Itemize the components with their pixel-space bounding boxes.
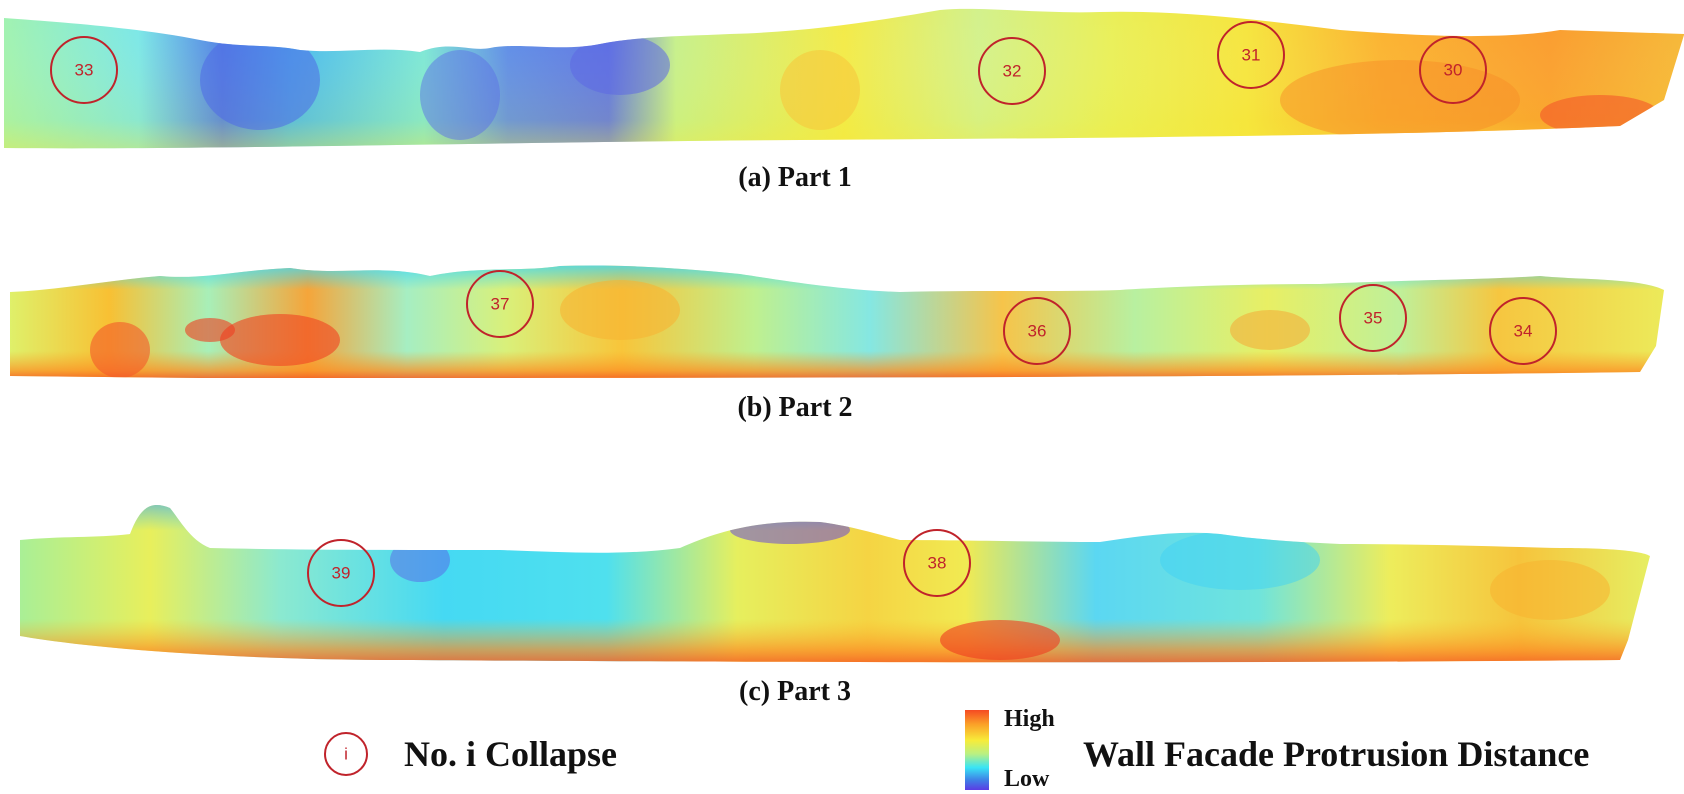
collapse-marker-34: 34 xyxy=(1489,297,1557,365)
collapse-marker-31: 31 xyxy=(1217,21,1285,89)
svg-text:30: 30 xyxy=(1444,61,1463,80)
legend-collapse-label: No. i Collapse xyxy=(404,734,618,774)
svg-text:i: i xyxy=(344,745,348,764)
svg-text:33: 33 xyxy=(75,61,94,80)
color-scale-bar xyxy=(965,710,989,790)
scale-low-label: Low xyxy=(1004,766,1050,792)
svg-text:31: 31 xyxy=(1242,46,1261,65)
svg-text:36: 36 xyxy=(1028,322,1047,341)
svg-text:35: 35 xyxy=(1364,309,1383,328)
collapse-marker-33: 33 xyxy=(50,36,118,104)
legend-marker-symbol: i xyxy=(324,732,368,776)
collapse-marker-37: 37 xyxy=(466,270,534,338)
collapse-marker-36: 36 xyxy=(1003,297,1071,365)
caption-part-2: (b) Part 2 xyxy=(737,392,853,423)
svg-text:39: 39 xyxy=(332,564,351,583)
scale-high-label: High xyxy=(1004,706,1055,732)
svg-text:38: 38 xyxy=(928,554,947,573)
svg-text:32: 32 xyxy=(1003,62,1022,81)
caption-part-1: (a) Part 1 xyxy=(738,162,852,193)
collapse-marker-32: 32 xyxy=(978,37,1046,105)
svg-text:37: 37 xyxy=(491,295,510,314)
collapse-marker-35: 35 xyxy=(1339,284,1407,352)
facade-part-2 xyxy=(10,265,1664,378)
caption-part-3: (c) Part 3 xyxy=(739,676,851,707)
svg-text:34: 34 xyxy=(1514,322,1533,341)
collapse-marker-39: 39 xyxy=(307,539,375,607)
facade-part-1 xyxy=(4,8,1684,149)
scale-title: Wall Facade Protrusion Distance xyxy=(1083,734,1590,774)
collapse-marker-30: 30 xyxy=(1419,36,1487,104)
facade-part-3 xyxy=(20,505,1650,663)
collapse-marker-38: 38 xyxy=(903,529,971,597)
